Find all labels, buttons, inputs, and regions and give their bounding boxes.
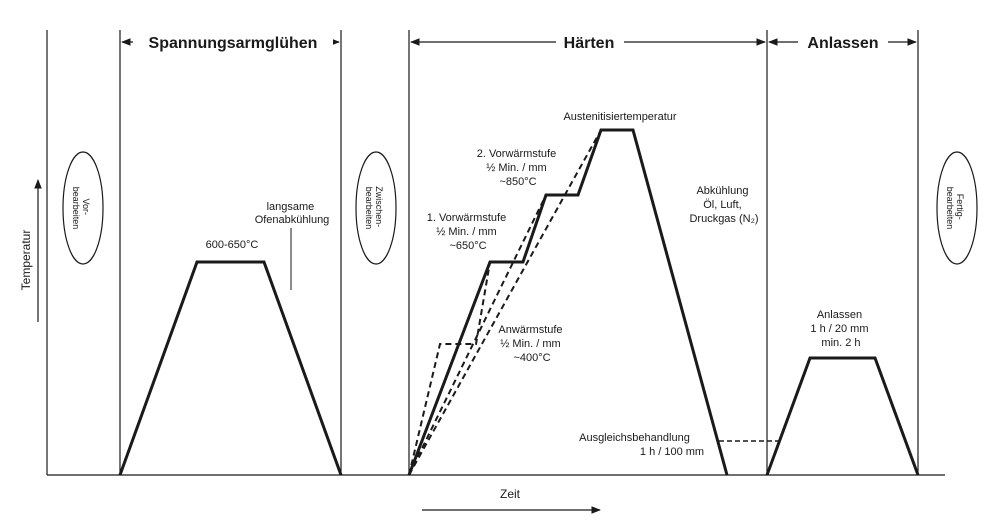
direct-dashed-path-1 (408, 194, 547, 476)
stress-relief-heading: Spannungsarmglühen (149, 35, 318, 52)
hardening-heading: Härten (564, 35, 615, 52)
preheat-stage-1-label: 1. Vorwärmstufe ½ Min. / mm ~650°C (427, 212, 510, 252)
warmup-stage-label: Anwärmstufe ½ Min. / mm ~400°C (498, 324, 565, 364)
stress-relief-temperature: 600-650°C (206, 239, 259, 251)
svg-text:Fertig- bearbeiten: Fertig- bearbeiten (945, 187, 965, 230)
tempering-heading: Anlassen (807, 35, 878, 52)
direct-dashed-path-2 (408, 129, 602, 476)
stress-relief-curve (118, 260, 343, 476)
svg-text:Zwischen- bearbeiten: Zwischen- bearbeiten (364, 186, 384, 230)
tempering-curve (765, 356, 920, 476)
preheat-stage-2-label: 2. Vorwärmstufe ½ Min. / mm ~850°C (477, 148, 560, 188)
cooling-label: Abkühlung Öl, Luft, Druckgas (N₂) (689, 185, 758, 225)
intermediate-machining-step: Zwischen- bearbeiten (355, 151, 397, 265)
pre-machining-step: Vor- bearbeiten (62, 151, 104, 265)
warmup-dashed-path (408, 261, 491, 476)
finish-machining-step: Fertig- bearbeiten (936, 151, 978, 265)
stress-relief-cooling-label: langsame Ofenabkühlung (255, 201, 330, 226)
tempering-label: Anlassen 1 h / 20 mm min. 2 h (810, 309, 871, 349)
svg-text:Vor- bearbeiten: Vor- bearbeiten (71, 187, 91, 230)
time-axis-label: Zeit (500, 487, 521, 501)
hardening-curve (407, 128, 729, 476)
austenitizing-temperature-label: Austenitisiertemperatur (563, 111, 676, 123)
temperature-axis-label: Temperatur (19, 230, 33, 291)
equalizing-treatment-label: Ausgleichsbehandlung 1 h / 100 mm (579, 432, 704, 458)
